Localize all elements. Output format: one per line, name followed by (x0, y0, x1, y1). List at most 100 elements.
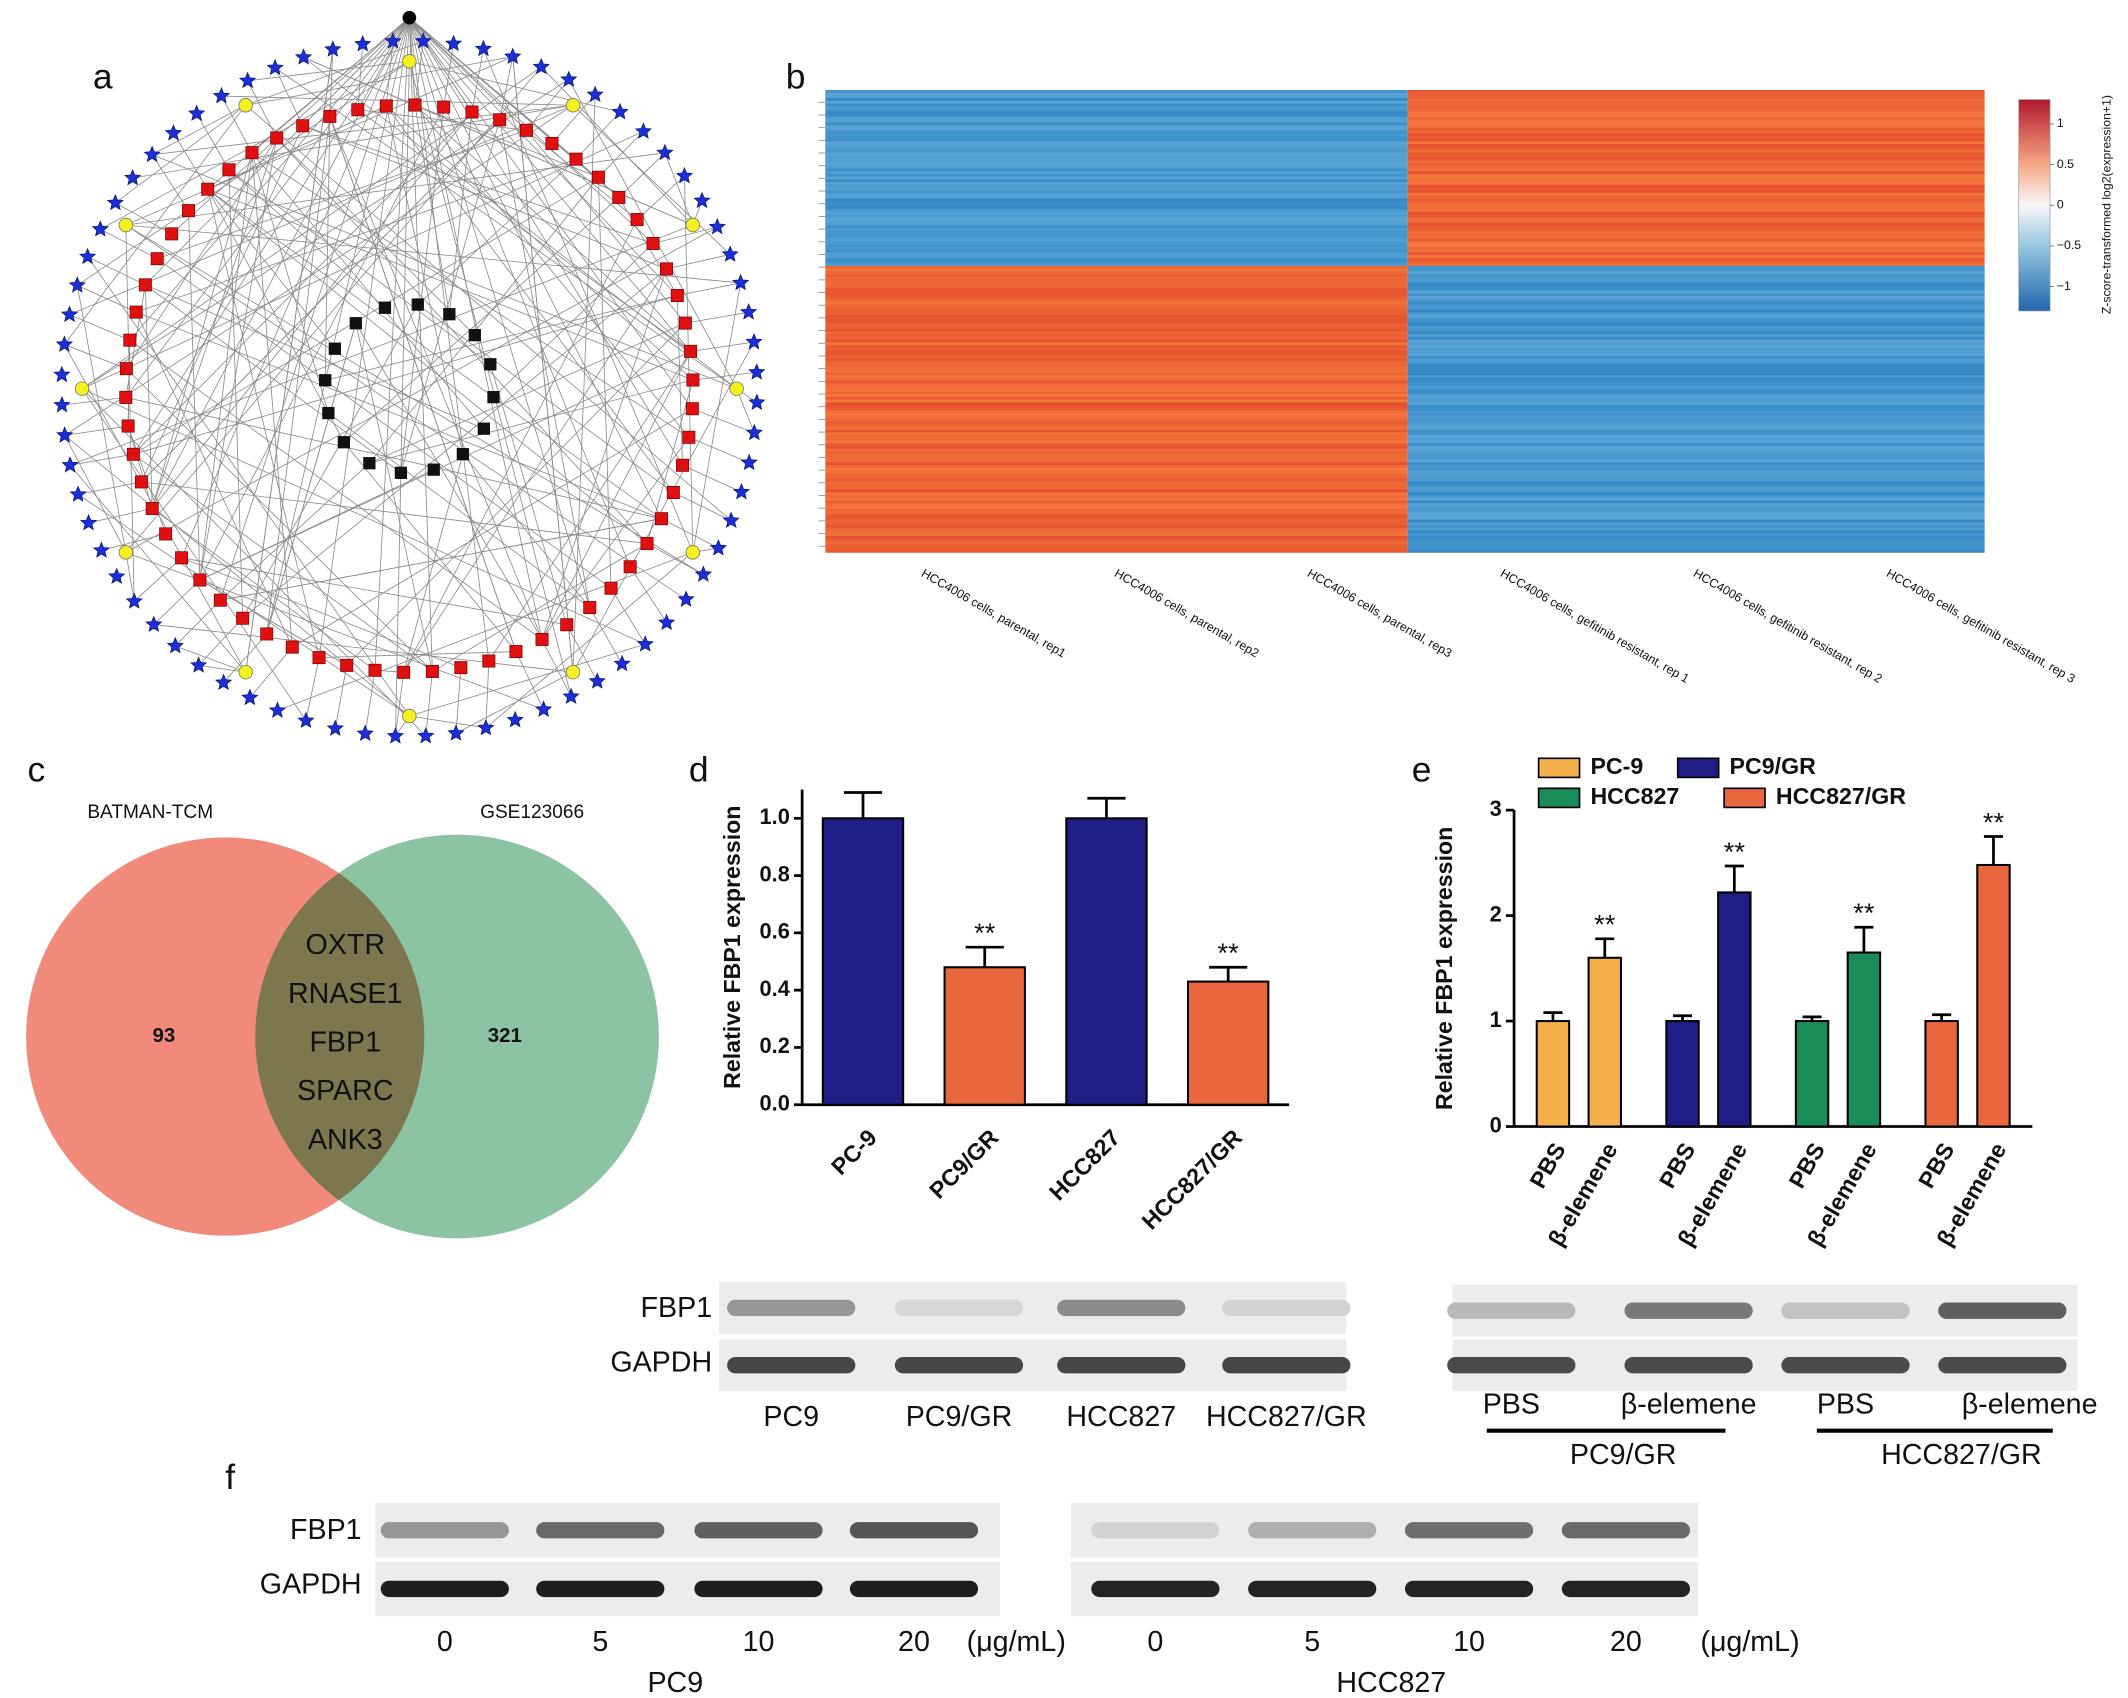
legend-swatch (1537, 787, 1581, 809)
y-tick-label: 0.0 (760, 1090, 790, 1115)
gene-node (694, 565, 713, 582)
edge (568, 79, 738, 389)
edge (682, 464, 742, 493)
disease-node (468, 329, 481, 342)
heatmap-row (825, 146, 1408, 150)
heatmap-row (1407, 163, 1985, 167)
edge (355, 323, 543, 640)
heatmap-row (825, 244, 1408, 248)
edge (403, 219, 638, 673)
edge (329, 49, 334, 117)
pathway-node (670, 289, 684, 302)
disease-node (322, 406, 335, 420)
heatmap-row (1407, 219, 1985, 224)
heatmap-row (1407, 546, 1985, 551)
y-tick-label: 0.4 (760, 976, 791, 1001)
pathway-node (150, 252, 164, 266)
heatmap-row (1407, 454, 1985, 458)
legend-swatch (1537, 757, 1581, 779)
edge (181, 557, 567, 626)
heatmap-row (1407, 92, 1985, 96)
heatmap-row (1407, 541, 1985, 545)
heatmap-row (825, 309, 1408, 313)
heatmap-row (1407, 533, 1985, 537)
colorbar-tick-label: 0 (2057, 197, 2064, 211)
legend-label: PC9/GR (1730, 753, 1817, 779)
heatmap-row (825, 293, 1408, 297)
edge (408, 17, 490, 662)
heatmap-row (1407, 451, 1985, 455)
heatmap-row (825, 435, 1408, 439)
edge (220, 462, 370, 601)
heatmap-row (1407, 114, 1985, 118)
pathway-node (685, 402, 699, 416)
heatmap-row (825, 440, 1408, 444)
edge (277, 551, 693, 711)
edge (417, 158, 577, 305)
gene-node (532, 57, 550, 75)
heatmap-row (825, 127, 1408, 132)
edge (245, 104, 732, 521)
disease-node (328, 342, 341, 355)
heatmap-row (1407, 484, 1985, 488)
heatmap-row (825, 154, 1408, 159)
gene-node (506, 710, 524, 728)
heatmap-row (825, 138, 1408, 142)
heatmap-row (1407, 241, 1985, 245)
disease-node (427, 463, 440, 476)
bar (943, 966, 1026, 1106)
heatmap-row (825, 516, 1408, 521)
heatmap-row (825, 405, 1408, 409)
heatmap-row (1407, 119, 1985, 123)
venn-set-name: GSE123066 (480, 802, 584, 823)
blot-label: FBP1 (641, 1292, 713, 1324)
pathway-node (245, 146, 259, 160)
edge (141, 125, 304, 483)
edge (409, 17, 473, 113)
edge (443, 43, 454, 108)
gene-node (477, 718, 495, 736)
edge (207, 188, 648, 544)
gene-node (108, 567, 126, 584)
edge (77, 61, 410, 286)
edge (417, 304, 674, 493)
heatmap-row (825, 165, 1408, 169)
blot-band (1561, 1522, 1691, 1539)
heatmap-row (1407, 271, 1985, 275)
heatmap-row (1407, 516, 1985, 521)
heatmap-row (825, 217, 1408, 221)
blot-band (1057, 1357, 1186, 1374)
gene-node (740, 453, 758, 471)
blot-label: 5 (1304, 1626, 1320, 1658)
heatmap-row (825, 117, 1408, 121)
heatmap-row (825, 418, 1408, 422)
edge (414, 41, 424, 106)
gene-node (534, 700, 553, 717)
gene-node (123, 168, 142, 186)
compound-node (402, 708, 417, 724)
heatmap-row (825, 546, 1408, 551)
heatmap-row (1407, 117, 1985, 121)
blot-label: PC9 (763, 1401, 819, 1433)
heatmap-row (825, 544, 1408, 548)
heatmap-row (1407, 328, 1985, 332)
heatmap-row (1407, 505, 1985, 510)
edge (153, 579, 201, 625)
pathway-node (119, 362, 133, 376)
edge (685, 311, 749, 324)
heatmap-row (1407, 182, 1985, 186)
heatmap-row (1407, 443, 1985, 447)
heatmap-row (825, 489, 1408, 493)
pathway-node (666, 486, 680, 500)
heatmap-row (1407, 399, 1985, 403)
blot-label: 20 (898, 1626, 930, 1658)
heatmap-row (825, 312, 1408, 316)
gene-node (675, 166, 694, 184)
heatmap-row (1407, 459, 1985, 463)
pathway-node (126, 447, 140, 461)
significance: ** (1983, 806, 2005, 837)
pathway-node (145, 502, 159, 515)
heatmap-row (825, 190, 1408, 194)
disease-node (349, 317, 362, 330)
heatmap-row (1407, 200, 1985, 205)
